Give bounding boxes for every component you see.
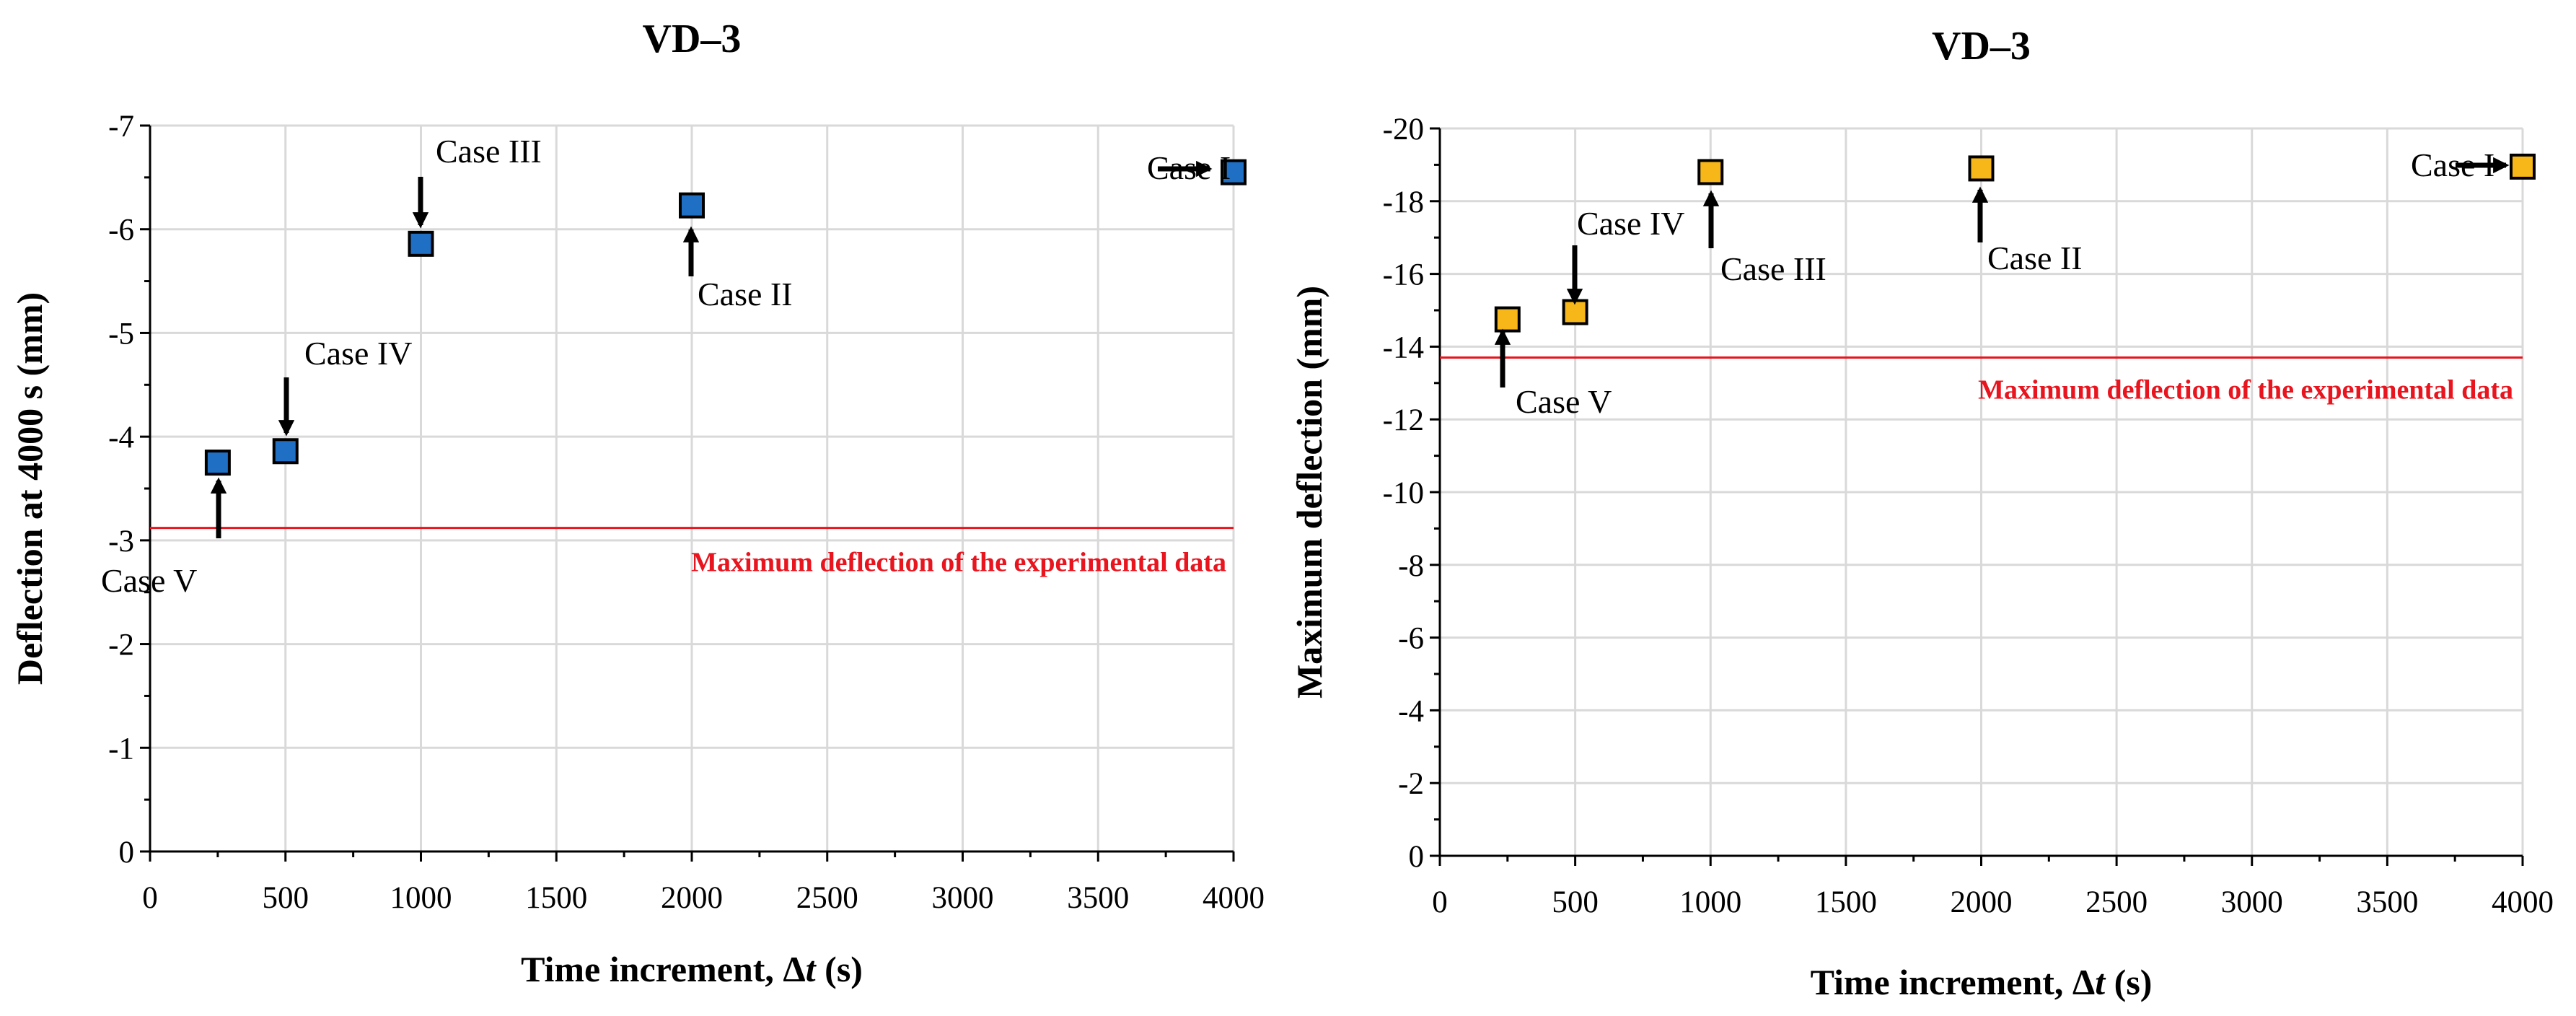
data-point xyxy=(1494,306,1521,333)
case-label: Case V xyxy=(101,562,197,599)
y-tick-label: -18 xyxy=(1383,185,1424,219)
x-tick-label: 2500 xyxy=(796,881,858,915)
y-tick-label: -2 xyxy=(1398,767,1424,801)
x-tick-label: 0 xyxy=(1432,885,1448,919)
x-tick-label: 3000 xyxy=(932,881,994,915)
y-tick-label: 0 xyxy=(119,836,135,870)
x-axis-title-variable: t xyxy=(2095,962,2106,1002)
x-tick-label: 3500 xyxy=(2356,885,2418,919)
y-tick-label: -6 xyxy=(1398,622,1424,656)
y-tick-label: -5 xyxy=(108,317,134,351)
x-tick-label: 2000 xyxy=(1951,885,2013,919)
x-tick-label: 2500 xyxy=(2085,885,2148,919)
case-label: Case III xyxy=(1720,250,1827,287)
x-axis-title-unit: (s) xyxy=(816,949,863,989)
y-tick-label: -4 xyxy=(108,421,134,455)
x-tick-label: 0 xyxy=(142,881,158,915)
y-tick-label: -3 xyxy=(108,525,134,559)
y-tick-label: -20 xyxy=(1383,113,1424,146)
data-point xyxy=(1221,159,1247,185)
x-axis-title-variable: t xyxy=(806,949,817,989)
y-tick-label: -10 xyxy=(1383,476,1424,510)
x-tick-label: 500 xyxy=(1552,885,1599,919)
chart-title: VD–3 xyxy=(643,17,742,61)
case-label: Case IV xyxy=(1577,205,1684,242)
data-point xyxy=(408,230,434,257)
x-tick-label: 4000 xyxy=(1203,881,1265,915)
x-axis-title: Time increment, Δt (s) xyxy=(521,949,863,989)
x-tick-label: 1500 xyxy=(525,881,587,915)
data-point xyxy=(204,450,231,476)
data-point xyxy=(679,192,705,219)
data-point xyxy=(1968,155,1995,182)
chart-right: 0 -2 -4 -6 -8 -10 -12 -14 -16 -18 -20 0 500 1000 1500 2… xyxy=(1289,24,2554,1002)
case-label: Case IV xyxy=(304,335,412,372)
case-label: Case I xyxy=(1147,149,1231,186)
x-tick-label: 1000 xyxy=(1679,885,1741,919)
x-tick-label: 2000 xyxy=(661,881,723,915)
x-tick-label: 3000 xyxy=(2221,885,2283,919)
x-tick-label: 3500 xyxy=(1067,881,1129,915)
x-tick-label: 1500 xyxy=(1815,885,1877,919)
x-axis-title-main: Time increment, Δ xyxy=(521,949,806,989)
y-tick-label: -6 xyxy=(108,214,134,248)
y-tick-label: -16 xyxy=(1383,258,1424,292)
x-axis-title: Time increment, Δt (s) xyxy=(1811,962,2153,1002)
reference-line-label: Maximum deflection of the experimental d… xyxy=(1978,375,2513,406)
chart-left: 0 -1 -2 -3 -4 -5 -6 -7 0 500 1000 1500 2000 2500 3000 3… xyxy=(9,17,1265,989)
y-tick-label: 0 xyxy=(1409,840,1425,874)
reference-line-label: Maximum deflection of the experimental d… xyxy=(691,548,1226,578)
chart-title: VD–3 xyxy=(1932,24,2031,69)
data-point xyxy=(1562,299,1588,325)
case-label: Case V xyxy=(1516,383,1612,420)
case-label: Case II xyxy=(1987,240,2083,276)
y-tick-label: -12 xyxy=(1383,403,1424,437)
data-point xyxy=(1697,159,1724,185)
x-axis-title-unit: (s) xyxy=(2105,962,2152,1002)
x-axis-title-main: Time increment, Δ xyxy=(1811,962,2096,1002)
y-axis-title: Maximum deflection (mm) xyxy=(1289,286,1329,698)
x-tick-label: 4000 xyxy=(2492,885,2554,919)
case-label: Case I xyxy=(2411,146,2494,183)
y-tick-label: -7 xyxy=(108,110,134,144)
y-tick-label: -14 xyxy=(1383,330,1424,364)
x-tick-label: 500 xyxy=(263,881,309,915)
data-point xyxy=(2510,153,2536,180)
y-axis-title: Deflection at 4000 s (mm) xyxy=(9,292,50,685)
y-tick-label: -2 xyxy=(108,629,134,662)
y-tick-label: -4 xyxy=(1398,694,1424,728)
case-label: Case III xyxy=(436,133,542,170)
case-label: Case II xyxy=(698,276,793,312)
x-tick-label: 1000 xyxy=(390,881,452,915)
y-tick-label: -1 xyxy=(108,732,134,766)
y-tick-label: -8 xyxy=(1398,549,1424,583)
data-point xyxy=(272,438,299,465)
